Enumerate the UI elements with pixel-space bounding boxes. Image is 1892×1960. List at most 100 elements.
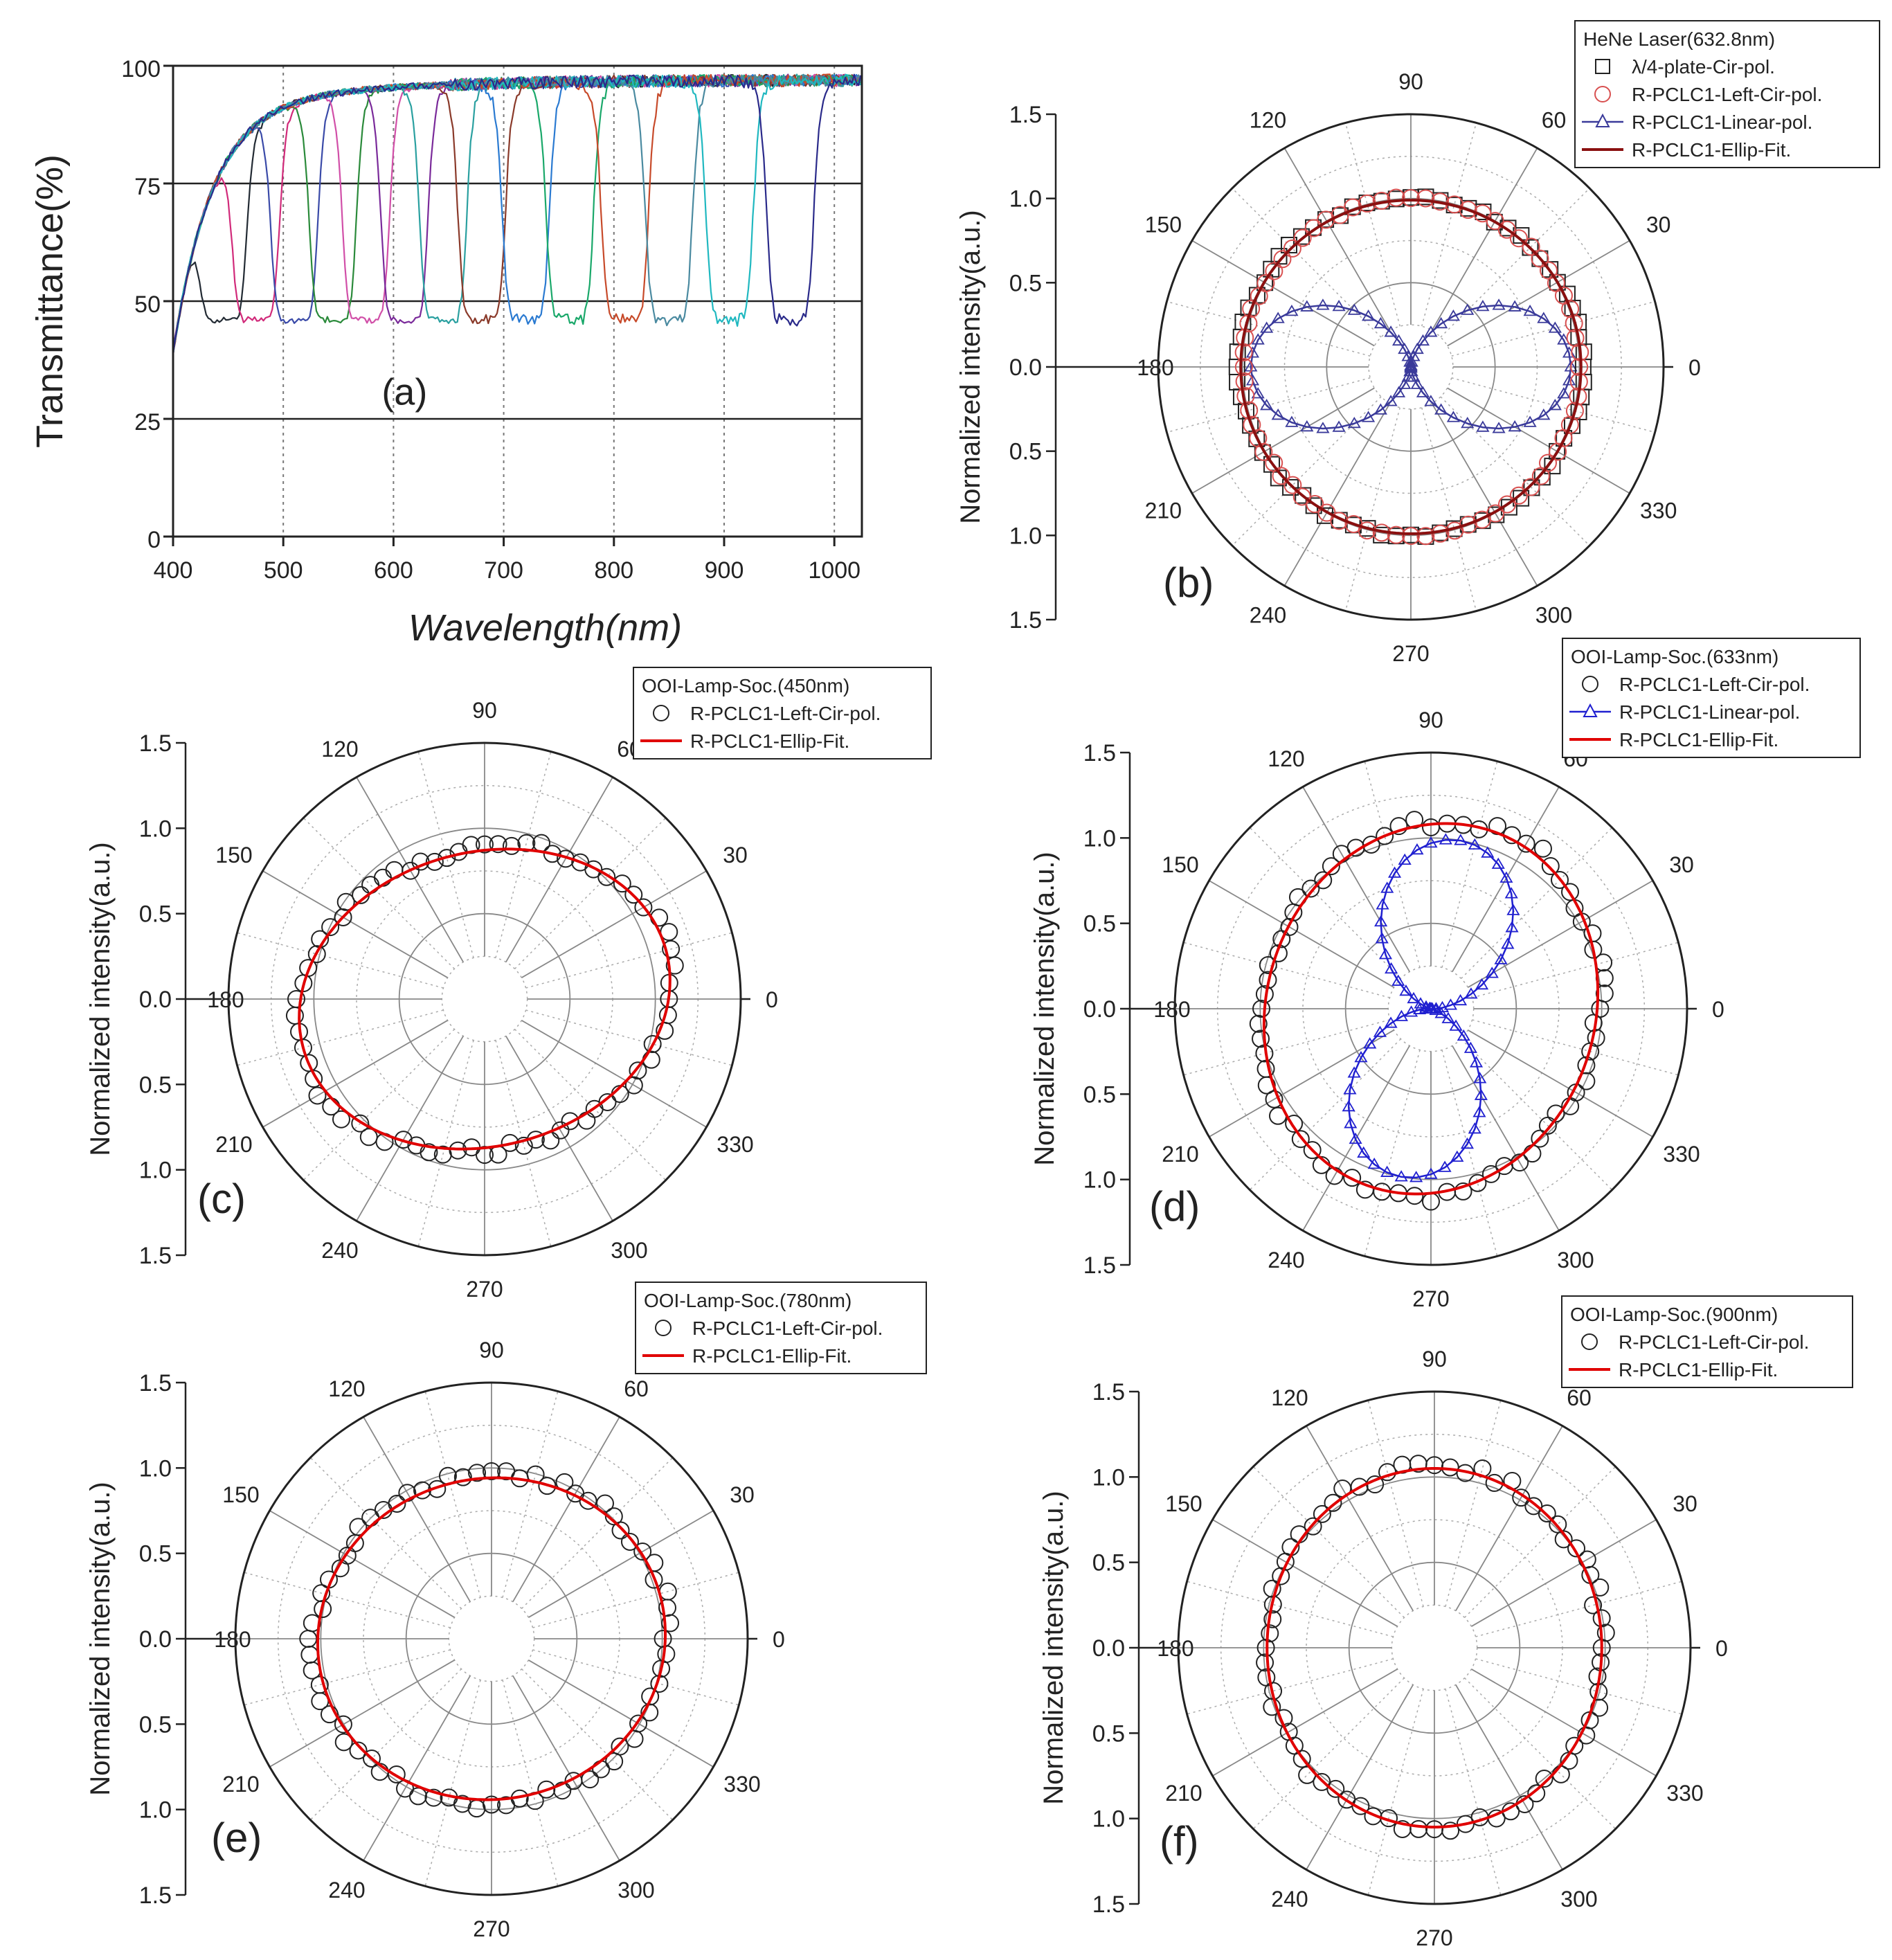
linear-pol-marker <box>1410 342 1424 354</box>
angle-label: 180 <box>1137 355 1173 380</box>
panel-label: (c) <box>197 1176 246 1222</box>
circle-marker <box>598 1093 617 1111</box>
circle-marker <box>517 834 536 852</box>
linear-pol-marker <box>1380 1165 1394 1177</box>
circle-marker <box>1242 299 1261 318</box>
circle-marker <box>1522 478 1540 496</box>
series-line <box>172 74 862 354</box>
circle-marker <box>1538 1504 1556 1523</box>
linear-pol-marker <box>1409 1171 1423 1183</box>
circle-marker <box>624 1076 643 1095</box>
radial-spoke <box>1452 786 1560 973</box>
radial-tick-label: 1.0 <box>1083 825 1116 852</box>
radial-spoke <box>1364 761 1421 968</box>
radial-spoke <box>1451 300 1655 357</box>
circle-marker <box>1468 1174 1487 1192</box>
radial-spoke <box>1367 1400 1424 1607</box>
angle-label: 180 <box>1157 1636 1193 1661</box>
radial-spoke <box>1166 300 1371 357</box>
linear-pol-marker <box>1375 932 1389 944</box>
linear-pol-marker <box>1424 836 1438 848</box>
radial-spoke <box>424 1680 481 1887</box>
linear-pol-marker <box>1424 395 1438 406</box>
linear-pol-marker <box>1363 1037 1377 1049</box>
radial-spoke <box>1232 188 1382 338</box>
radial-spoke <box>1467 1030 1653 1138</box>
radial-spoke <box>262 1020 449 1128</box>
linear-pol-marker <box>1251 387 1265 399</box>
legend-box <box>1562 638 1861 758</box>
circle-marker <box>1292 1750 1311 1768</box>
linear-pol-marker <box>1537 408 1551 420</box>
panel-c-polar-chart: 1.51.00.50.00.51.01.50306090120150180210… <box>85 667 932 1302</box>
radial-spoke <box>505 777 613 963</box>
radial-spoke <box>1212 1669 1398 1777</box>
angle-label: 150 <box>222 1482 259 1507</box>
angle-label: 180 <box>1153 997 1190 1022</box>
radial-spoke <box>1191 387 1375 494</box>
angle-label: 0 <box>766 987 778 1012</box>
linear-pol-marker <box>1474 1088 1488 1100</box>
linear-pol-marker <box>1434 403 1448 415</box>
angle-label: 120 <box>1271 1385 1308 1410</box>
series-line <box>172 73 862 351</box>
angle-label: 90 <box>1422 1347 1447 1372</box>
linear-pol-marker <box>1347 303 1361 315</box>
radial-tick-label: 0.5 <box>1009 270 1042 296</box>
circle-marker <box>1538 453 1557 472</box>
circle-marker <box>320 1705 339 1724</box>
linear-pol-marker <box>1300 420 1314 432</box>
radial-spoke <box>1470 1519 1657 1627</box>
legend-title: HeNe Laser(632.8nm) <box>1583 28 1775 50</box>
circle-marker <box>334 1733 353 1752</box>
angle-label: 30 <box>730 1482 755 1507</box>
radial-spoke <box>1447 387 1630 494</box>
linear-pol-marker <box>1475 978 1489 990</box>
legend-marker-triangle <box>1595 113 1610 127</box>
radial-spoke <box>1441 1050 1498 1257</box>
angle-label: 30 <box>1673 1491 1697 1516</box>
legend-box <box>1574 20 1880 168</box>
angle-label: 210 <box>222 1772 259 1797</box>
circle-marker <box>420 1143 438 1162</box>
linear-pol-marker <box>1523 304 1537 316</box>
circle-marker <box>1565 402 1584 420</box>
circle-marker <box>1235 372 1254 391</box>
circle-marker <box>1250 287 1268 305</box>
y-tick-label: 75 <box>134 174 161 200</box>
radial-tick-label: 1.5 <box>139 1370 172 1396</box>
linear-pol-line <box>1250 304 1572 430</box>
ellipse-fit-line <box>1262 822 1600 1196</box>
linear-pol-marker <box>1316 422 1330 433</box>
radial-spoke <box>1283 147 1391 331</box>
y-axis-title: Normalized intensity(a.u.) <box>1029 852 1060 1166</box>
radial-spoke <box>1344 407 1400 611</box>
angle-label: 30 <box>723 843 748 867</box>
minor-grid-circle <box>441 955 528 1043</box>
linear-pol-marker <box>1385 962 1398 974</box>
panel-e-polar-chart: 1.5 1.0 0.5 0.0 0.5 1.0 1.5 0 30 60 90 120 150 180 210… <box>85 1282 927 1941</box>
radial-spoke <box>1252 1678 1405 1830</box>
linear-pol-marker <box>1378 948 1393 960</box>
linear-pol-marker <box>1473 1072 1487 1084</box>
linear-pol-marker <box>1373 1025 1387 1037</box>
circle-marker <box>604 1507 623 1526</box>
circle-marker <box>1317 210 1335 229</box>
circle-marker <box>657 1645 676 1664</box>
radial-spoke <box>1302 786 1410 973</box>
radial-spoke <box>1475 1658 1682 1715</box>
radial-spoke <box>1464 1678 1616 1830</box>
circle-marker <box>1565 314 1583 332</box>
circle-marker <box>1263 1610 1282 1628</box>
radial-spoke <box>1306 1426 1414 1612</box>
angle-label: 60 <box>1567 1385 1592 1410</box>
linear-pol-marker <box>1404 361 1418 373</box>
circle-marker <box>532 834 551 852</box>
linear-pol-marker <box>1485 966 1499 978</box>
y-tick-label: 25 <box>134 409 161 435</box>
angle-label: 120 <box>321 737 358 762</box>
linear-pol-marker <box>1374 915 1388 927</box>
circle-marker <box>1512 1489 1531 1507</box>
circle-marker <box>1497 220 1516 239</box>
circle-marker <box>453 1795 471 1813</box>
